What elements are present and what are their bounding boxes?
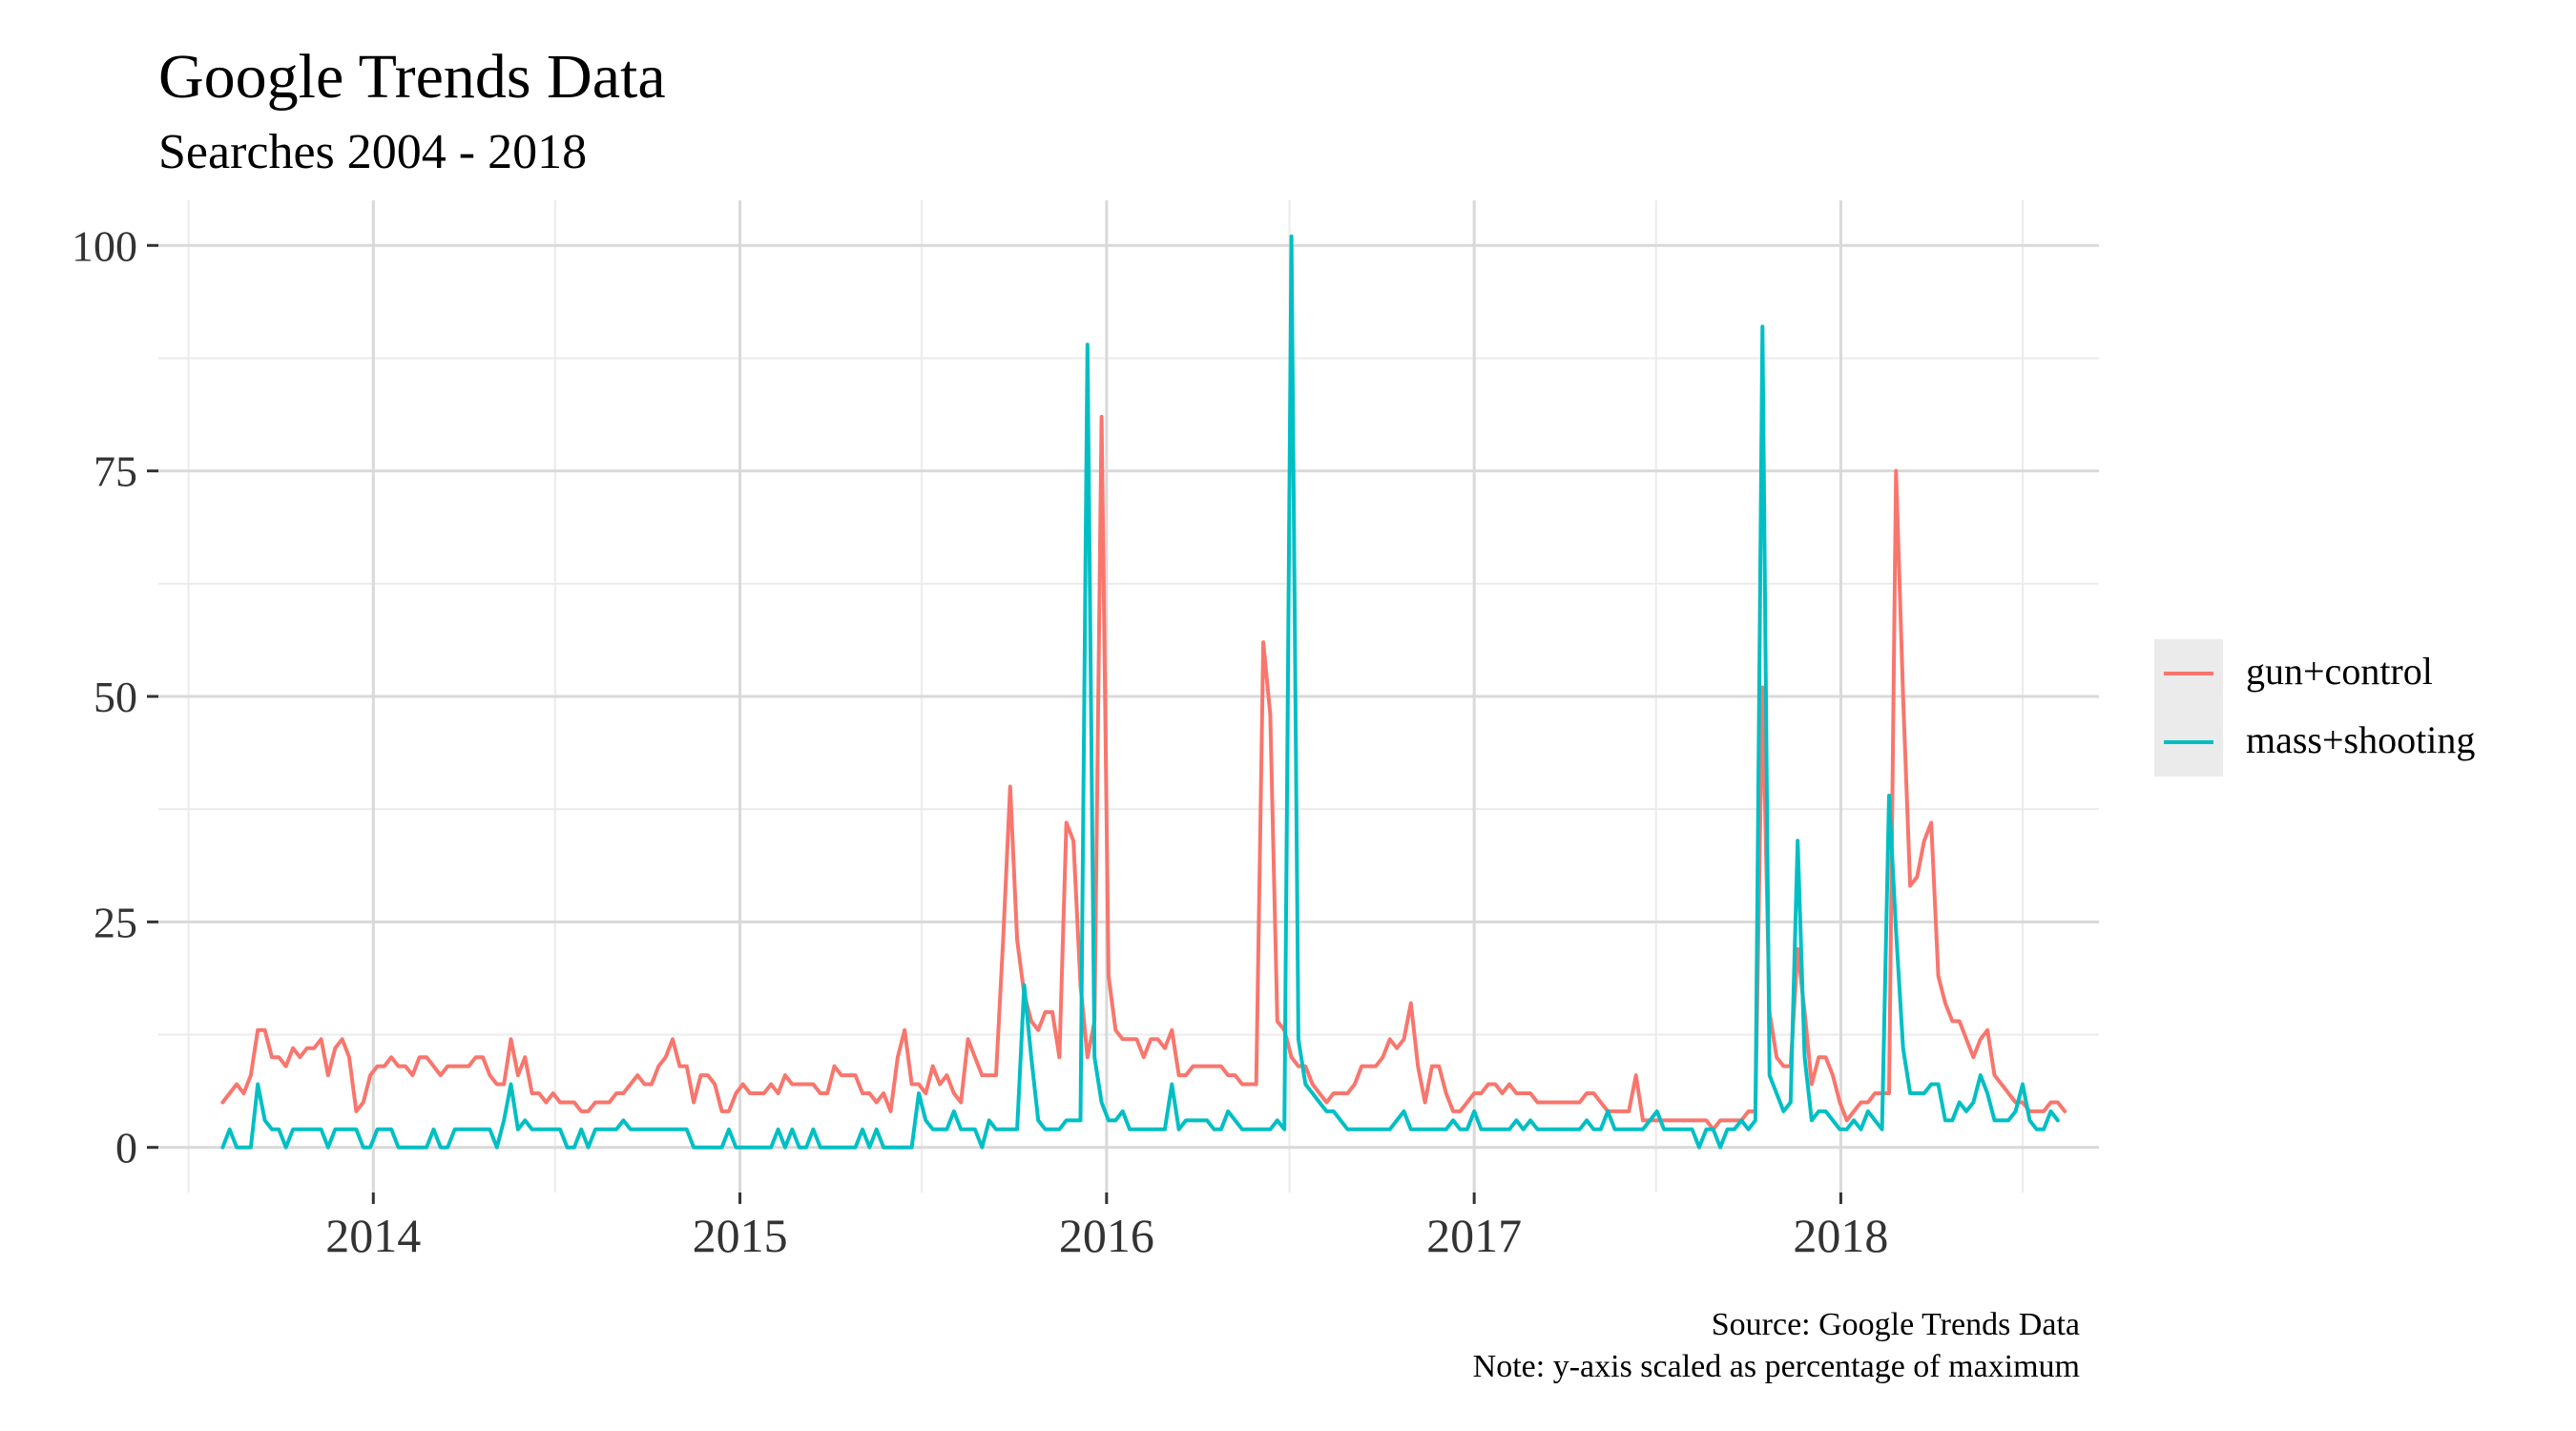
legend-item-mass-shooting: mass+shooting (2154, 708, 2555, 777)
y-axis: 0 25 50 75 100 (72, 221, 158, 1172)
caption-source: Source: Google Trends Data (1711, 1307, 2080, 1342)
x-tick-label: 2016 (1059, 1209, 1154, 1262)
caption-note: Note: y-axis scaled as percentage of max… (1472, 1349, 2080, 1384)
legend-item-gun-control: gun+control (2154, 639, 2555, 708)
y-tick-label: 100 (72, 221, 137, 270)
y-tick-label: 50 (93, 673, 137, 721)
x-tick-label: 2015 (693, 1209, 788, 1262)
x-axis: 2014 2015 2016 2017 2018 (325, 1192, 1888, 1262)
legend-key-gun-control (2154, 639, 2223, 708)
y-tick-label: 25 (93, 898, 137, 946)
legend-key-mass-shooting (2154, 708, 2223, 777)
y-tick-label: 0 (115, 1124, 137, 1172)
x-tick-label: 2014 (325, 1209, 421, 1262)
legend-label-gun-control: gun+control (2246, 650, 2433, 693)
chart-subtitle: Searches 2004 - 2018 (158, 125, 588, 179)
legend: gun+control mass+shooting (2154, 639, 2555, 777)
legend-swatch-mass-shooting (2164, 740, 2213, 744)
y-tick-label: 75 (93, 447, 137, 496)
series-layer (220, 234, 2067, 1150)
x-tick-label: 2018 (1793, 1209, 1888, 1262)
legend-swatch-gun-control (2164, 672, 2213, 675)
legend-label-mass-shooting: mass+shooting (2246, 718, 2476, 761)
x-tick-label: 2017 (1426, 1209, 1522, 1262)
series-line-gun-control (220, 414, 2067, 1131)
series-line-mass-shooting (220, 234, 2060, 1150)
chart-title: Google Trends Data (158, 42, 666, 112)
